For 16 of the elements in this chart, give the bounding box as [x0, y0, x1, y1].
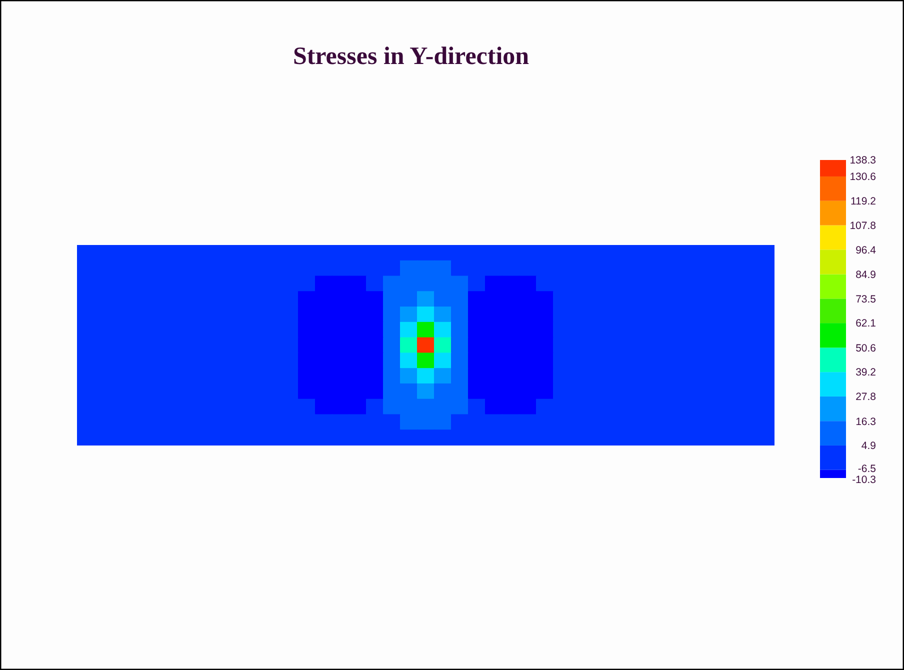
- color-bar-label: 96.4: [856, 244, 876, 256]
- color-bar-label: 62.1: [856, 318, 876, 330]
- chart-title: Stresses in Y-direction: [292, 43, 530, 70]
- color-bar-label: 84.9: [856, 268, 876, 281]
- color-bar-label: -10.3: [852, 474, 876, 486]
- color-bar-label: 4.9: [861, 440, 876, 452]
- color-bar-label: 119.2: [850, 196, 876, 208]
- color-bar-label: 16.3: [856, 416, 876, 428]
- color-bar-label: 39.2: [856, 366, 876, 379]
- color-bar-label: 50.6: [856, 342, 876, 354]
- color-bar-label: 138.3: [850, 154, 876, 167]
- color-bar-label: 107.8: [850, 220, 876, 232]
- color-bar-label: 73.5: [856, 293, 876, 306]
- color-bar-label: 130.6: [850, 171, 876, 184]
- color-bar-label: -6.5: [858, 463, 876, 476]
- color-bar-label: 27.8: [856, 391, 876, 404]
